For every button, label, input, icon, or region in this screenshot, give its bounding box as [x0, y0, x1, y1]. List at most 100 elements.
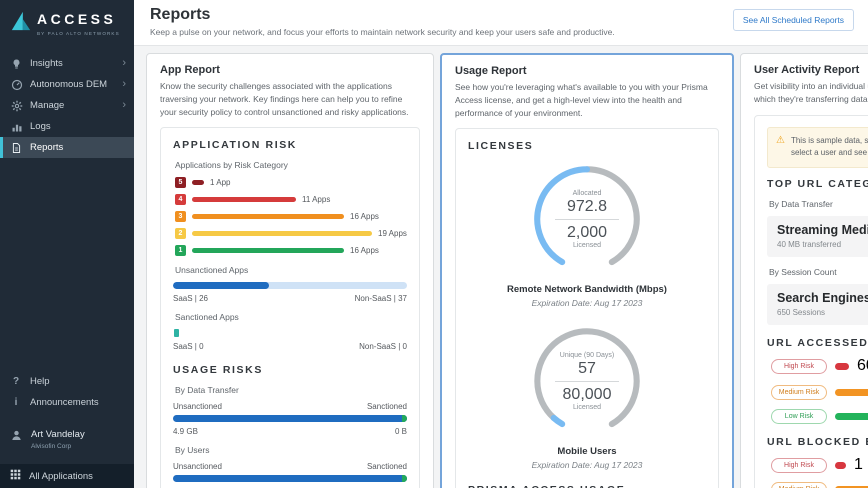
- risk-bar: [192, 197, 296, 203]
- section-heading: LICENSES: [468, 140, 534, 153]
- medium-risk-pill: Medium Risk: [771, 384, 827, 400]
- user-name: Art Vandelay: [31, 429, 85, 440]
- gauge-top-label: Allocated: [572, 189, 602, 197]
- medium-risk-pill: Medium Risk: [771, 482, 827, 488]
- help-label: Help: [30, 376, 50, 387]
- risk-count-label: 1 App: [210, 178, 231, 188]
- sidebar: ACCESS BY PALO ALTO NETWORKS Insights › …: [0, 0, 134, 488]
- chevron-right-icon: ›: [122, 78, 126, 90]
- risk-level-badge: 1: [175, 245, 186, 257]
- user-menu[interactable]: Art Vandelay Alvisofin Corp: [0, 421, 134, 456]
- lightbulb-icon: [10, 58, 23, 70]
- sidebar-item-logs[interactable]: Logs: [0, 116, 134, 137]
- category-value: 650 Sessions: [777, 308, 826, 318]
- risk-count-label: 16 Apps: [350, 212, 379, 222]
- risk-row-1: 1 16 Apps: [173, 245, 407, 257]
- gauge-top-label: Unique (90 Days): [559, 351, 615, 359]
- warning-icon: ⚠: [776, 134, 785, 146]
- category-name: Streaming Media: [777, 223, 868, 238]
- sidebar-item-autonomous-dem[interactable]: Autonomous DEM ›: [0, 74, 134, 95]
- card-title: Usage Report: [455, 65, 527, 77]
- gauge-licensed-value: 2,000: [566, 223, 608, 241]
- gauge-licensed-value: 80,000: [562, 385, 612, 403]
- gear-icon: [10, 100, 23, 112]
- help-icon: ?: [12, 376, 20, 387]
- risk-row-2: 2 19 Apps: [173, 228, 407, 240]
- risk-level-badge: 5: [175, 177, 186, 189]
- url-bar: [835, 461, 846, 469]
- section-heading: URL BLOCKED BY RISK: [767, 436, 868, 449]
- category-value: 40 MB transferred: [777, 240, 842, 250]
- data-transfer-bar-tip: [402, 415, 407, 423]
- section-heading: TOP URL CATEGORIES: [767, 178, 868, 191]
- saas-count: SaaS | 26: [173, 294, 208, 304]
- risk-bar: [192, 214, 344, 220]
- section-heading: USAGE RISKS: [173, 364, 263, 377]
- high-risk-pill: High Risk: [771, 457, 827, 473]
- sidebar-item-label: Logs: [30, 121, 51, 132]
- page-subtitle: Keep a pulse on your network, and focus …: [150, 27, 615, 37]
- chevron-right-icon: ›: [122, 99, 126, 111]
- card-description: Know the security challenges associated …: [160, 81, 409, 117]
- users-bar: [173, 475, 407, 483]
- gauge-fill: [534, 166, 591, 266]
- url-bar: [835, 388, 868, 396]
- sanctioned-label: Sanctioned: [366, 462, 407, 472]
- risk-count-label: 11 Apps: [302, 195, 331, 205]
- sidebar-item-reports[interactable]: Reports: [0, 137, 134, 158]
- high-risk-pill: High Risk: [771, 358, 827, 374]
- all-applications-button[interactable]: All Applications: [0, 464, 134, 488]
- risk-row-4: 4 11 Apps: [173, 194, 407, 206]
- gauge-track: [534, 328, 640, 428]
- risk-row-3: 3 16 Apps: [173, 211, 407, 223]
- bandwidth-gauge: Allocated 972.8 2,000 Licensed Remote Ne…: [468, 158, 706, 314]
- gauge-expiration: Expiration Date: Aug 17 2023: [531, 460, 643, 471]
- application-risk-panel: APPLICATION RISK Applications by Risk Ca…: [160, 127, 420, 488]
- risk-level-badge: 2: [175, 228, 186, 240]
- user-activity-report-card[interactable]: User Activity Report Get visibility into…: [740, 53, 868, 488]
- url-blocked-high-risk-row: High Risk 1 URL: [771, 456, 868, 474]
- url-count: 1 URL: [854, 456, 868, 474]
- section-heading: APPLICATION RISK: [173, 139, 297, 152]
- gauge-fill: [550, 415, 566, 428]
- usage-report-card[interactable]: Usage Report See how you're leveraging w…: [440, 53, 734, 488]
- app-logo[interactable]: ACCESS BY PALO ALTO NETWORKS: [0, 0, 134, 43]
- low-risk-pill: Low Risk: [771, 409, 827, 425]
- page-header: Reports Keep a pulse on your network, an…: [134, 0, 868, 46]
- all-applications-label: All Applications: [29, 470, 93, 482]
- user-activity-panel: ⚠ This is sample data, so you can see wh…: [754, 114, 868, 488]
- mobile-users-gauge: Unique (90 Days) 57 80,000 Licensed Mobi…: [468, 320, 706, 476]
- category-name: Search Engines: [777, 291, 868, 306]
- sidebar-item-label: Manage: [30, 100, 65, 111]
- chevron-right-icon: ›: [122, 57, 126, 69]
- licenses-panel: LICENSES Allocated 972.8 2,000 Licensed: [455, 128, 719, 488]
- non-saas-count: Non-SaaS | 37: [354, 294, 407, 304]
- risk-level-badge: 3: [175, 211, 186, 223]
- announcements-label: Announcements: [30, 397, 99, 408]
- app-report-card[interactable]: App Report Know the security challenges …: [146, 53, 434, 488]
- gauge-expiration: Expiration Date: Aug 17 2023: [531, 298, 643, 309]
- url-count: 60 URLs: [857, 357, 868, 375]
- gauge-title: Mobile Users: [557, 446, 617, 458]
- card-description: Get visibility into an individual users'…: [754, 81, 868, 104]
- sidebar-item-insights[interactable]: Insights ›: [0, 53, 134, 74]
- card-description: See how you're leveraging what's availab…: [455, 82, 708, 118]
- gauge-track: [583, 166, 640, 266]
- risk-bar: [192, 231, 372, 237]
- risk-bar: [192, 248, 344, 254]
- section-heading: URL ACCESSED BY RISK: [767, 337, 868, 350]
- user-icon: [10, 429, 23, 447]
- risk-category-sublabel: Applications by Risk Category: [175, 160, 288, 171]
- unsanctioned-label: Unsanctioned: [173, 462, 222, 472]
- page-title: Reports: [150, 6, 211, 23]
- section-heading: PRISMA ACCESS USAGE: [468, 484, 706, 488]
- url-blocked-medium-risk-row: Medium Risk: [771, 482, 868, 488]
- sanctioned-value: 0 B: [394, 427, 407, 437]
- sidebar-item-label: Autonomous DEM: [30, 79, 108, 90]
- sidebar-item-manage[interactable]: Manage ›: [0, 95, 134, 116]
- non-saas-count: Non-SaaS | 0: [359, 342, 407, 352]
- risk-bar: [192, 180, 204, 186]
- sidebar-item-help[interactable]: ? Help: [0, 371, 134, 392]
- see-all-scheduled-reports-button[interactable]: See All Scheduled Reports: [732, 9, 854, 31]
- sidebar-item-announcements[interactable]: i Announcements: [0, 392, 134, 413]
